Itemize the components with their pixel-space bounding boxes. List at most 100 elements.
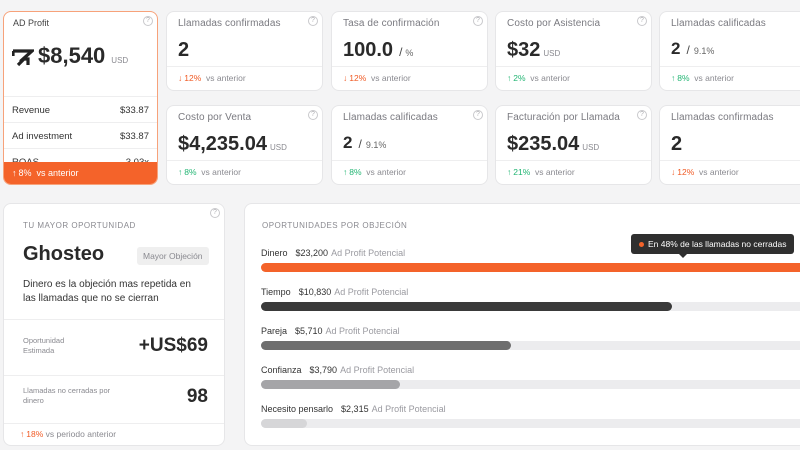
help-icon[interactable]: ?	[473, 110, 483, 120]
objection-potential-label: Ad Profit Potencial	[340, 365, 415, 375]
ad-profit-currency: USD	[111, 56, 129, 65]
objection-bar-fill	[261, 380, 400, 389]
objections-heading: OPORTUNIDADES POR OBJECIÓN	[262, 221, 408, 230]
objection-amount: $5,710	[295, 326, 323, 336]
objection-name: Tiempo	[261, 287, 291, 297]
metric-title: Facturación por Llamada	[507, 112, 620, 123]
arrow-up-icon: ↑	[343, 167, 348, 177]
metric-title: Costo por Venta	[178, 112, 252, 123]
metric-card-facturacion-llamada: ? Facturación por Llamada $235.04 USD ↑ 21…	[495, 105, 652, 185]
objection-bar-track[interactable]	[261, 419, 800, 428]
metric-value: 2	[671, 133, 683, 155]
help-icon[interactable]: ?	[143, 16, 153, 26]
objection-bar-track[interactable]	[261, 263, 800, 272]
opportunity-name: Ghosteo	[23, 243, 105, 265]
metric-trend: ↓ 12% vs anterior	[660, 160, 800, 184]
help-icon[interactable]: ?	[637, 110, 647, 120]
metric-trend: ↑ 8% vs anterior	[660, 66, 800, 90]
opportunity-badge: Mayor Objeción	[137, 247, 209, 265]
metric-trend: ↑ 2% vs anterior	[496, 66, 651, 90]
opportunity-card: ? TU MAYOR OPORTUNIDAD Ghosteo Mayor Obj…	[3, 203, 225, 446]
ad-profit-trend: ↑ 8% vs anterior	[4, 162, 157, 184]
ad-profit-row-ad-investment: Ad investment $33.87	[4, 122, 157, 148]
metric-card-tasa-confirmacion: ? Tasa de confirmación 100.0/% ↓ 12% vs a…	[331, 11, 488, 91]
arrow-up-icon: ↑	[178, 167, 183, 177]
ad-profit-value: $8,540 USD	[38, 43, 129, 68]
opportunity-trend: ↑ 18% vs periodo anterior	[4, 423, 224, 445]
metric-card-llamadas-confirmadas: ? Llamadas confirmadas 2 ↓ 12% vs anterio…	[166, 11, 323, 91]
metric-value: 2/9.1%	[343, 133, 387, 152]
objection-potential-label: Ad Profit Potencial	[325, 326, 400, 336]
objection-bar-fill	[261, 341, 511, 350]
metric-value: $235.04 USD	[507, 133, 600, 155]
ad-profit-logo-icon	[11, 49, 37, 67]
opportunity-calls-label: Llamadas no cerradas por dinero	[23, 386, 111, 405]
objection-name: Dinero	[261, 248, 288, 258]
metric-trend: ↑ 8% vs anterior	[167, 160, 322, 184]
objection-bar-fill	[261, 419, 307, 428]
metric-title: Llamadas confirmadas	[178, 18, 281, 29]
metric-title: Tasa de confirmación	[343, 18, 440, 29]
objection-potential-label: Ad Profit Potencial	[371, 404, 446, 414]
metric-trend: ↓ 12% vs anterior	[332, 66, 487, 90]
objection-potential-label: Ad Profit Potencial	[331, 248, 406, 258]
objection-amount: $3,790	[309, 365, 338, 375]
objections-card: OPORTUNIDADES POR OBJECIÓN Dinero $23,200…	[244, 203, 800, 446]
objection-amount: $23,200	[295, 248, 329, 258]
arrow-up-icon: ↑	[507, 167, 512, 177]
objection-bar-track[interactable]	[261, 302, 800, 311]
metric-card-llamadas-calificadas: ? Llamadas calificadas 2/9.1% ↑8% vs ant…	[659, 11, 800, 91]
arrow-up-icon: ↑	[507, 73, 512, 83]
objection-name: Necesito pensarlo	[261, 404, 334, 414]
arrow-up-icon: ↑	[20, 429, 25, 439]
metric-title: Llamadas calificadas	[343, 112, 438, 123]
metric-value: 2/9.1%	[671, 39, 715, 58]
metric-card-costo-asistencia: ? Costo por Asistencia $32 USD ↑ 2% vs ant…	[495, 11, 652, 91]
objection-name: Pareja	[261, 326, 288, 336]
objection-amount: $10,830	[298, 287, 332, 297]
objection-bar-track[interactable]	[261, 380, 800, 389]
arrow-down-icon: ↓	[671, 167, 676, 177]
metric-value: $32 USD	[507, 39, 561, 61]
help-icon[interactable]: ?	[210, 208, 220, 218]
ad-profit-card: ? AD Profit $8,540 USD Revenue $33.87 Ad i…	[3, 11, 158, 185]
objection-tooltip: En 48% de las llamadas no cerradas	[631, 234, 795, 258]
metric-trend: ↑ 8% vs anterior	[332, 160, 487, 184]
objection-name: Confianza	[261, 365, 302, 375]
metric-value: 100.0/%	[343, 39, 414, 61]
opportunity-estimate-value: +US$69	[138, 335, 208, 356]
metric-card-costo-venta: ? Costo por Venta $4,235.04 USD ↑ 8% vs an…	[166, 105, 323, 185]
arrow-up-icon: ↑	[12, 168, 17, 178]
objection-label-4: Necesito pensarlo $2,315 Ad Profit Potenci…	[261, 404, 446, 414]
metric-card-llamadas-calificadas-2: ? Llamadas calificadas 2/9.1% ↑ 8% vs ant…	[331, 105, 488, 185]
objection-bar-fill	[261, 263, 800, 272]
objection-label-2: Pareja $5,710 Ad Profit Potencial	[261, 326, 400, 336]
arrow-down-icon: ↓	[343, 73, 348, 83]
metric-value: 2	[178, 39, 190, 61]
help-icon[interactable]: ?	[637, 16, 647, 26]
objection-potential-label: Ad Profit Potencial	[334, 287, 409, 297]
arrow-down-icon: ↓	[178, 73, 183, 83]
metric-title: Llamadas confirmadas	[671, 112, 774, 123]
opportunity-estimate-row: Oportunidad Estimada +US$69	[4, 319, 224, 375]
opportunity-calls-row: Llamadas no cerradas por dinero 98	[4, 375, 224, 425]
metric-value: $4,235.04 USD	[178, 133, 287, 155]
arrow-up-icon: ↑	[671, 73, 676, 83]
objection-label-3: Confianza $3,790 Ad Profit Potencial	[261, 365, 414, 375]
metric-trend: ↑ 21% vs anterior	[496, 160, 651, 184]
objection-bar-track[interactable]	[261, 341, 800, 350]
ad-profit-title: AD Profit	[13, 18, 50, 28]
metric-title: Costo por Asistencia	[507, 18, 601, 29]
help-icon[interactable]: ?	[473, 16, 483, 26]
help-icon[interactable]: ?	[308, 16, 318, 26]
metric-trend: ↓ 12% vs anterior	[167, 66, 322, 90]
opportunity-description: Dinero es la objeción mas repetida en la…	[23, 279, 191, 304]
objection-bar-fill	[261, 302, 672, 311]
help-icon[interactable]: ?	[308, 110, 318, 120]
tooltip-pointer-icon	[679, 254, 687, 258]
objection-amount: $2,315	[341, 404, 369, 414]
objection-label-1: Tiempo $10,830 Ad Profit Potencial	[261, 287, 408, 297]
metric-title: Llamadas calificadas	[671, 18, 766, 29]
opportunity-heading: TU MAYOR OPORTUNIDAD	[23, 221, 136, 230]
tooltip-dot-icon	[639, 242, 644, 248]
